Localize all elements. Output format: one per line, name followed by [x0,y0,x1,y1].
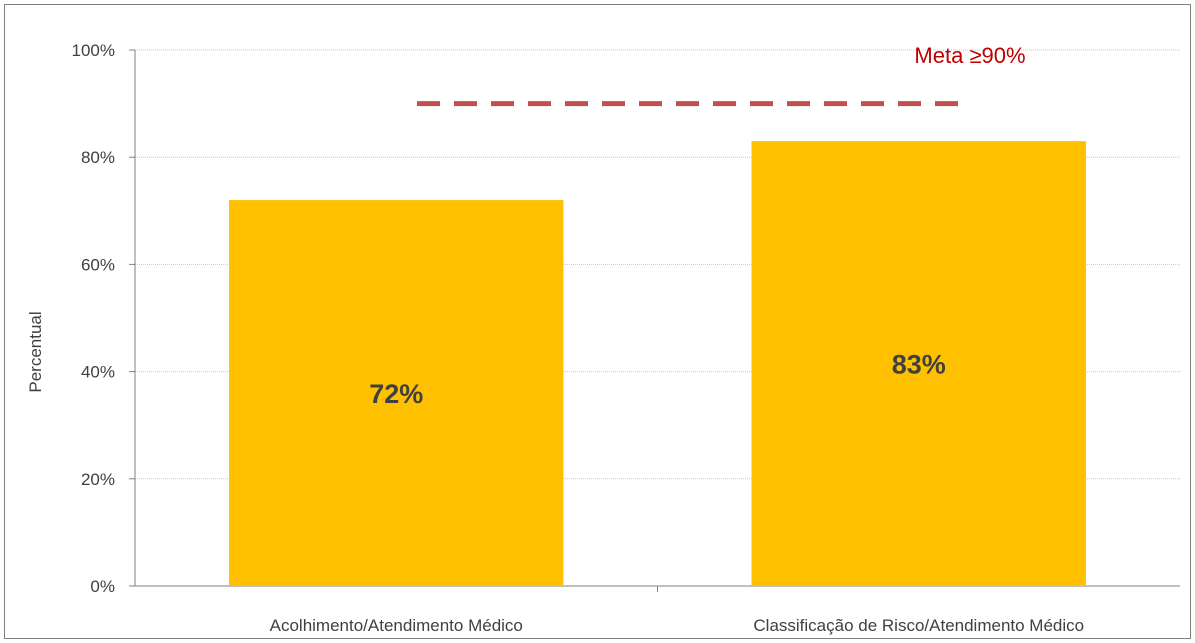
data-labels: 72% 83% [369,350,946,409]
data-label: 83% [892,350,946,380]
y-axis-label: Percentual [26,311,45,392]
x-axis-categories: Acolhimento/Atendimento Médico Classifica… [270,586,1084,635]
y-tick-label: 40% [81,363,115,382]
data-label: 72% [369,379,423,409]
y-tick-label: 20% [81,470,115,489]
bar [751,141,1086,586]
y-tick-label: 100% [72,41,115,60]
target-label: Meta ≥90% [914,43,1025,68]
x-category-label: Classificação de Risco/Atendimento Médic… [753,616,1084,635]
y-tick-label: 0% [90,577,115,596]
y-tick-label: 80% [81,148,115,167]
bar [229,200,564,586]
bars [229,141,1086,586]
target-group: Meta ≥90% [417,43,1026,107]
y-tick-label: 60% [81,255,115,274]
x-category-label: Acolhimento/Atendimento Médico [270,616,523,635]
